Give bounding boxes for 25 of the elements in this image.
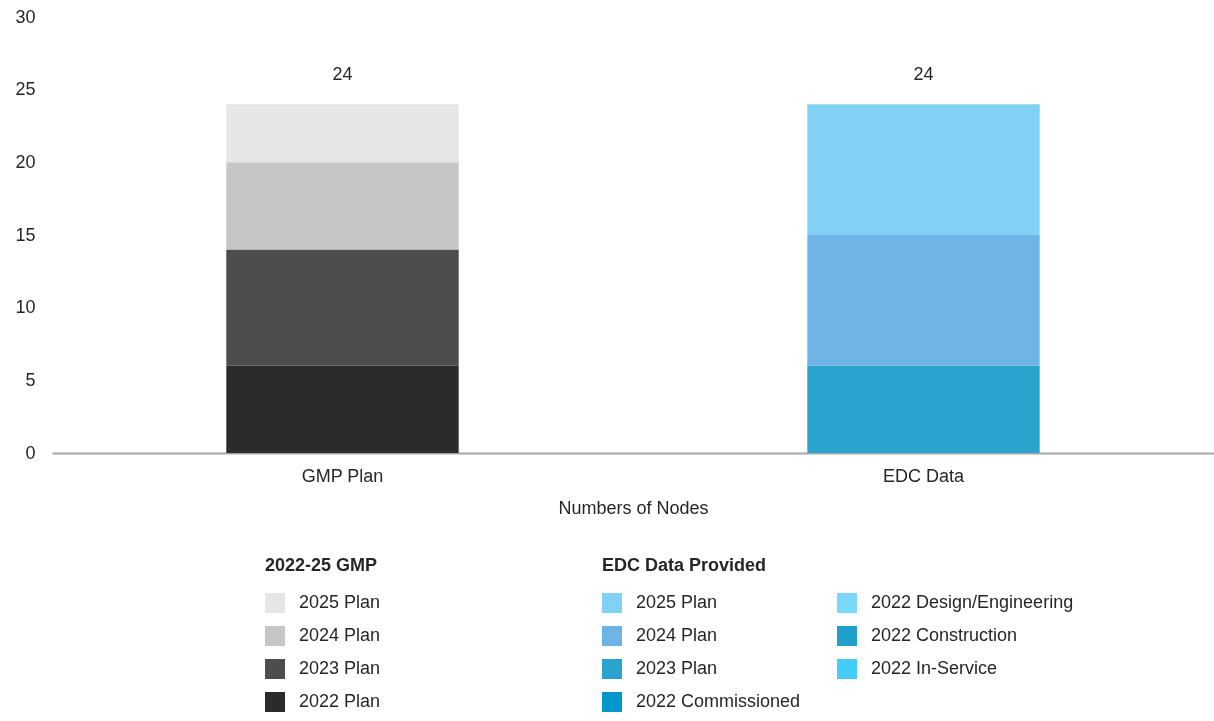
- x-tick-label: EDC Data: [882, 465, 965, 486]
- text: EDC Data Provided: [602, 555, 767, 575]
- y-tick-label: 0: [25, 442, 36, 463]
- y-tick-label: 20: [15, 151, 36, 172]
- text: 2022-25 GMP: [265, 555, 378, 575]
- legend-label: 2022 In-Service: [871, 658, 998, 678]
- legend-label: 2022 Design/Engineering: [871, 592, 1074, 612]
- legend-label: 2023 Plan: [299, 658, 381, 678]
- legend-label: 2024 Plan: [299, 625, 381, 645]
- total-label: 24: [332, 64, 353, 85]
- y-tick-label: 30: [15, 6, 36, 27]
- total-label: 24: [913, 64, 934, 85]
- y-tick-label: 15: [15, 224, 36, 245]
- legend-label: 2022 Construction: [871, 625, 1018, 645]
- legend-label: 2025 Plan: [636, 592, 718, 612]
- x-axis-title: Numbers of Nodes: [558, 497, 709, 518]
- y-tick-label: 10: [15, 297, 36, 318]
- y-tick-label: 5: [25, 369, 36, 390]
- x-tick-label: GMP Plan: [301, 465, 384, 486]
- legend-label: 2024 Plan: [636, 625, 718, 645]
- legend-label: 2023 Plan: [636, 658, 718, 678]
- legend-label: 2025 Plan: [299, 592, 381, 612]
- y-tick-label: 25: [15, 79, 36, 100]
- legend-label: 2022 Plan: [299, 691, 381, 711]
- legend-label: 2022 Commissioned: [636, 691, 801, 711]
